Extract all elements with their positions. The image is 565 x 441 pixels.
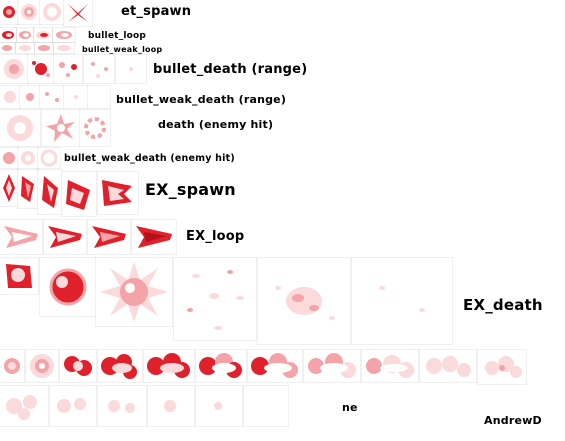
ex-loop-frame-1 bbox=[0, 220, 42, 254]
ex-spawn-frame-1 bbox=[0, 170, 18, 206]
bullet-weak-loop-label: bullet_weak_loop bbox=[82, 45, 163, 54]
bullet-loop-frame-4 bbox=[53, 28, 75, 42]
fade-frame-4 bbox=[148, 386, 194, 426]
cloud-frame-3 bbox=[60, 350, 96, 382]
partial-label: ne bbox=[342, 401, 358, 414]
ex-death-frame-1 bbox=[0, 258, 38, 294]
ex-death-frame-3 bbox=[96, 258, 172, 326]
bullet-spawn-frame-3 bbox=[40, 0, 64, 24]
ex-death-frame-5 bbox=[258, 258, 350, 344]
fade-frame-1 bbox=[0, 386, 48, 426]
bullet-weak-loop-frame-2 bbox=[16, 43, 34, 53]
bullet-weak-death-enemy-hit-frame-2 bbox=[18, 148, 38, 168]
bullet-death-enemy-hit-label: death (enemy hit) bbox=[158, 118, 274, 131]
bullet-weak-loop-frame-3 bbox=[35, 43, 53, 53]
bullet-death-enemy-hit-frame-2 bbox=[42, 110, 80, 146]
bullet-weak-death-range-frame-4 bbox=[64, 86, 88, 108]
cloud-frame-2 bbox=[26, 350, 58, 382]
cloud-frame-7 bbox=[248, 350, 302, 382]
cloud-frame-11 bbox=[478, 350, 526, 384]
ex-death-frame-4 bbox=[174, 258, 256, 340]
ex-loop-frame-2 bbox=[44, 220, 86, 254]
ex-spawn-frame-4 bbox=[62, 172, 96, 216]
bullet-weak-death-range-frame-1 bbox=[0, 86, 20, 108]
ex-loop-frame-4 bbox=[132, 220, 176, 254]
bullet-death-range-frame-1 bbox=[0, 55, 28, 83]
cloud-frame-10 bbox=[420, 350, 476, 382]
bullet-loop-frame-3 bbox=[34, 28, 52, 42]
fade-frame-6 bbox=[244, 386, 288, 426]
ex-spawn-label: EX_spawn bbox=[145, 180, 236, 199]
fade-frame-3 bbox=[98, 386, 146, 426]
bullet-death-range-frame-5 bbox=[116, 55, 146, 83]
fade-frame-2 bbox=[50, 386, 96, 426]
ex-spawn-frame-5 bbox=[98, 172, 138, 214]
bullet-loop-frame-1 bbox=[0, 28, 16, 42]
bullet-death-range-frame-2 bbox=[28, 55, 54, 83]
bullet-weak-death-enemy-hit-frame-1 bbox=[0, 148, 18, 168]
bullet-weak-death-range-label: bullet_weak_death (range) bbox=[116, 93, 287, 106]
bullet-weak-death-range-frame-5 bbox=[88, 86, 110, 108]
bullet-death-range-frame-4 bbox=[84, 55, 114, 83]
fade-frame-5 bbox=[196, 386, 242, 426]
bullet-spawn-frame-2 bbox=[18, 0, 40, 24]
bullet-weak-death-enemy-hit-label: bullet_weak_death (enemy hit) bbox=[64, 153, 235, 164]
cloud-frame-8 bbox=[304, 350, 360, 382]
ex-spawn-frame-2 bbox=[18, 170, 38, 208]
ex-loop-label: EX_loop bbox=[186, 229, 245, 244]
bullet-death-range-label: bullet_death (range) bbox=[153, 62, 308, 77]
ex-death-frame-2 bbox=[40, 258, 96, 316]
bullet-death-range-frame-3 bbox=[54, 55, 82, 83]
ex-loop-frame-3 bbox=[88, 220, 130, 254]
ex-death-frame-6 bbox=[352, 258, 452, 344]
bullet-death-enemy-hit-frame-1 bbox=[0, 110, 40, 146]
cloud-frame-5 bbox=[144, 350, 194, 382]
ex-spawn-frame-3 bbox=[38, 170, 62, 214]
ex-death-label: EX_death bbox=[463, 296, 543, 314]
bullet-weak-loop-frame-1 bbox=[0, 43, 15, 53]
bullet-loop-label: bullet_loop bbox=[88, 31, 147, 41]
bullet-weak-death-enemy-hit-frame-3 bbox=[38, 148, 60, 168]
bullet-weak-death-range-frame-2 bbox=[20, 86, 40, 108]
cloud-frame-1 bbox=[0, 350, 24, 382]
author-label: AndrewD bbox=[484, 414, 542, 427]
cloud-frame-6 bbox=[196, 350, 246, 382]
bullet-spawn-frame-4 bbox=[64, 0, 92, 26]
bullet-weak-death-range-frame-3 bbox=[40, 86, 64, 108]
cloud-frame-4 bbox=[98, 350, 142, 382]
cloud-frame-9 bbox=[362, 350, 418, 382]
bullet-spawn-label: et_spawn bbox=[121, 4, 192, 19]
bullet-death-enemy-hit-frame-3 bbox=[80, 110, 110, 146]
bullet-spawn-frame-1 bbox=[0, 0, 18, 24]
bullet-weak-loop-frame-4 bbox=[54, 43, 74, 53]
bullet-loop-frame-2 bbox=[17, 28, 33, 42]
